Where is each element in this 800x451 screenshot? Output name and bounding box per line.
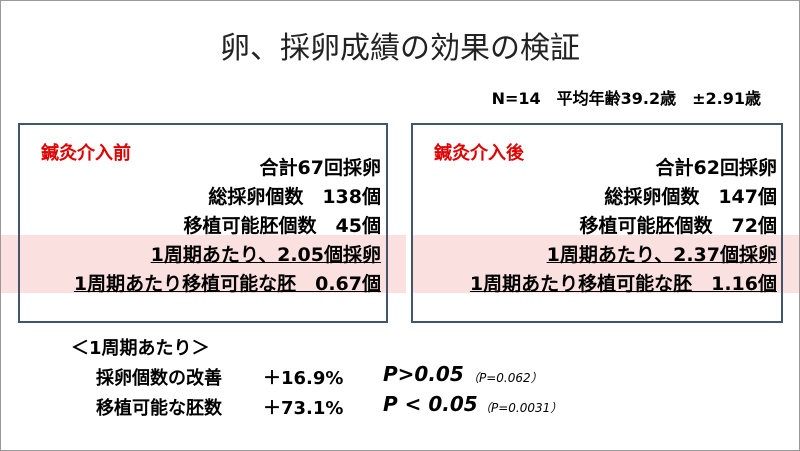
row-label: 移植可能な胚数 xyxy=(96,398,222,419)
row-change: ＋16.9% xyxy=(263,368,344,389)
panel-heading: 鍼灸介入前 xyxy=(41,143,131,164)
panel-line: 総採卵個数 147個 xyxy=(604,186,777,208)
panel-line: 総採卵個数 138個 xyxy=(208,186,381,208)
row-significance: P < 0.05 xyxy=(383,392,478,416)
summary-heading: ＜1周期あたり＞ xyxy=(71,338,210,359)
panel-line: 1周期あたり、2.37個採卵 xyxy=(546,244,777,266)
row-label: 採卵個数の改善 xyxy=(96,368,222,389)
panel-box xyxy=(411,123,783,323)
highlight-band xyxy=(411,235,799,293)
row-significance: P>0.05 xyxy=(383,362,464,386)
panel-line: 1周期あたり移植可能な胚 1.16個 xyxy=(469,273,777,295)
panel-line: 移植可能胚個数 72個 xyxy=(579,215,777,237)
row-p-value: （P=0.0031） xyxy=(479,401,563,415)
panel-heading: 鍼灸介入後 xyxy=(434,143,524,164)
panel-line: 1周期あたり、2.05個採卵 xyxy=(150,244,381,266)
panel-line: 1周期あたり移植可能な胚 0.67個 xyxy=(73,273,381,295)
panel-line: 合計67回採卵 xyxy=(259,157,381,179)
subtitle: N=14 平均年齢39.2歳 ±2.91歳 xyxy=(491,89,761,108)
panel-box xyxy=(18,123,388,323)
row-change: ＋73.1% xyxy=(263,398,344,419)
highlight-band xyxy=(1,235,406,293)
panel-line: 移植可能胚個数 45個 xyxy=(183,215,381,237)
slide-title: 卵、採卵成績の効果の検証 xyxy=(220,31,580,66)
panel-line: 合計62回採卵 xyxy=(655,157,777,179)
row-p-value: （P=0.062） xyxy=(467,371,543,385)
